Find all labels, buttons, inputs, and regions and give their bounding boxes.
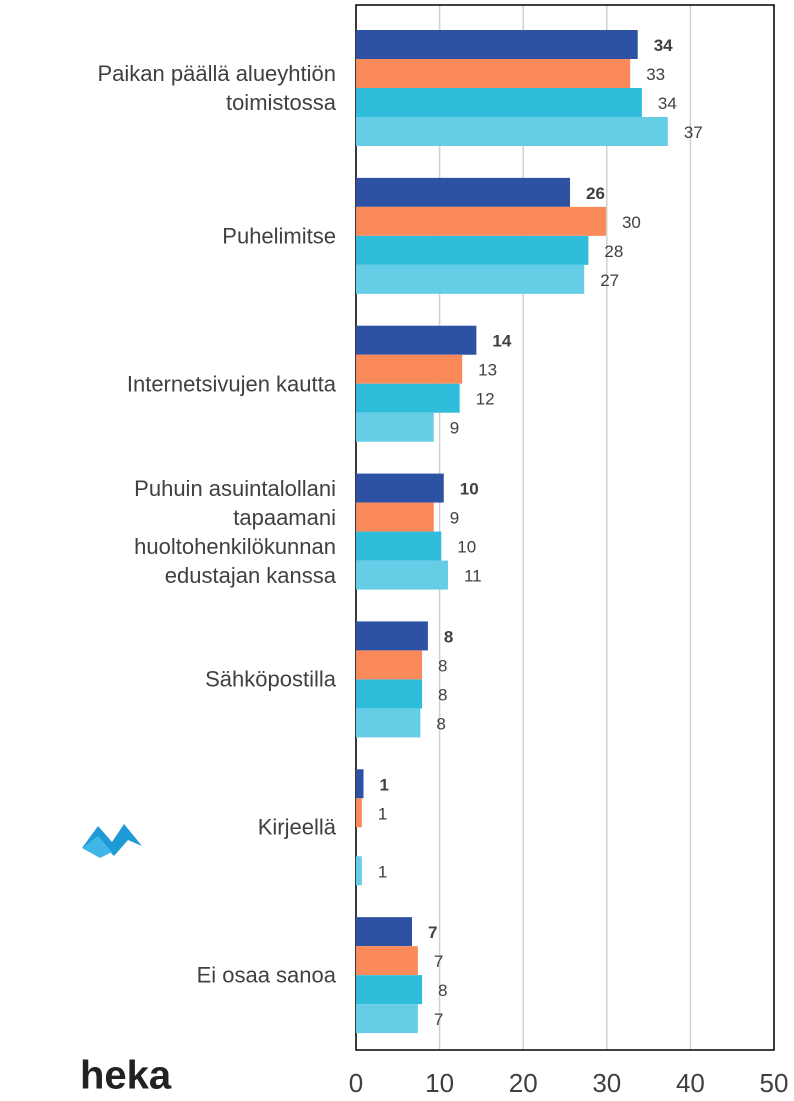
category-label: Internetsivujen kautta: [126, 371, 336, 397]
bar: [356, 975, 423, 1005]
bar: [356, 264, 585, 294]
value-label: 26: [586, 184, 605, 203]
value-label: 10: [457, 538, 476, 557]
bar: [356, 531, 442, 561]
value-label: 10: [460, 480, 479, 499]
value-label: 37: [684, 123, 703, 142]
value-label: 34: [654, 36, 673, 55]
bar: [356, 679, 423, 709]
bar: [356, 946, 418, 976]
value-label: 30: [622, 213, 641, 232]
category-label: Kirjeellä: [257, 814, 336, 840]
bar: [356, 235, 589, 265]
value-label: 8: [438, 656, 447, 675]
bar: [356, 621, 428, 651]
value-label: 28: [604, 242, 623, 261]
value-label: 8: [438, 685, 447, 704]
value-label: 1: [378, 862, 387, 881]
value-label: 8: [444, 627, 453, 646]
bar: [356, 383, 460, 413]
value-label: 13: [478, 361, 497, 380]
x-tick-label: 50: [760, 1068, 789, 1098]
x-tick-label: 40: [676, 1068, 705, 1098]
bar: [356, 325, 477, 355]
value-label: 7: [434, 952, 443, 971]
value-label: 33: [646, 65, 665, 84]
value-label: 7: [428, 923, 437, 942]
logo-icon: [82, 824, 142, 858]
x-tick-label: 20: [509, 1068, 538, 1098]
value-label: 8: [438, 981, 447, 1000]
category-label: Paikan päällä alueyhtiön toimistossa: [97, 61, 336, 115]
x-tick-label: 30: [592, 1068, 621, 1098]
bar: [356, 412, 434, 442]
value-label: 34: [658, 94, 677, 113]
logo-text: heka: [80, 1054, 172, 1098]
value-label: 1: [378, 804, 387, 823]
category-label: Sähköpostilla: [205, 666, 336, 692]
bar: [356, 354, 463, 384]
value-label: 11: [464, 567, 482, 586]
bar: [356, 708, 421, 738]
value-label: 14: [492, 332, 511, 351]
bar: [356, 206, 606, 236]
bar: [356, 856, 362, 886]
bar: [356, 560, 448, 590]
bar: [356, 59, 631, 88]
value-label: 9: [450, 419, 459, 438]
value-label: 27: [600, 271, 619, 290]
value-label: 8: [436, 714, 445, 733]
bar: [356, 769, 364, 799]
value-label: 12: [476, 390, 495, 409]
bar: [356, 502, 434, 532]
value-label: 7: [434, 1010, 443, 1029]
category-label: Ei osaa sanoa: [196, 962, 336, 988]
value-label: 1: [380, 775, 389, 794]
x-tick-label: 0: [349, 1068, 363, 1098]
bar: [356, 650, 423, 680]
bar: [356, 177, 571, 207]
bar: [356, 30, 638, 59]
value-label: 9: [450, 509, 459, 528]
bar: [356, 798, 362, 828]
bar: [356, 917, 413, 947]
bar: [356, 473, 444, 503]
bar: [356, 88, 642, 117]
bar: [356, 117, 668, 146]
category-label: Puhelimitse: [222, 223, 336, 249]
category-label: Puhuin asuintalollani tapaamani huoltohe…: [134, 475, 336, 588]
x-tick-label: 10: [425, 1068, 454, 1098]
bar: [356, 1004, 418, 1034]
